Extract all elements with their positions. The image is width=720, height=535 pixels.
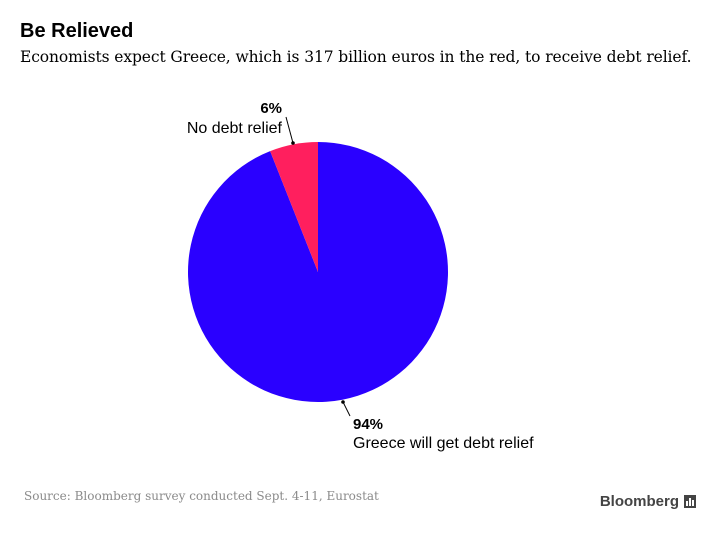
source-note: Source: Bloomberg survey conducted Sept.… xyxy=(24,489,379,503)
data-label-0: 94% xyxy=(353,416,383,433)
data-label-1: 6% xyxy=(260,100,282,117)
callout-line-0 xyxy=(342,401,351,417)
brand-logo: Bloomberg xyxy=(600,493,696,510)
pie-callouts: 94% Greece will get debt relief 6% No debt … xyxy=(187,100,534,452)
callout-line-1 xyxy=(285,116,294,144)
callout-dot-0 xyxy=(341,400,345,404)
pie-slice-1 xyxy=(270,142,318,272)
pie-slices xyxy=(188,142,449,402)
slice-label-1: No debt relief xyxy=(187,120,283,137)
chart-title: Be Relieved xyxy=(20,20,134,42)
slice-label-0: Greece will get debt relief xyxy=(353,435,534,452)
callout-dot-1 xyxy=(291,141,295,145)
bloomberg-bars-icon xyxy=(684,495,696,508)
chart-subtitle: Economists expect Greece, which is 317 b… xyxy=(20,48,692,66)
brand-name: Bloomberg xyxy=(599,493,679,510)
